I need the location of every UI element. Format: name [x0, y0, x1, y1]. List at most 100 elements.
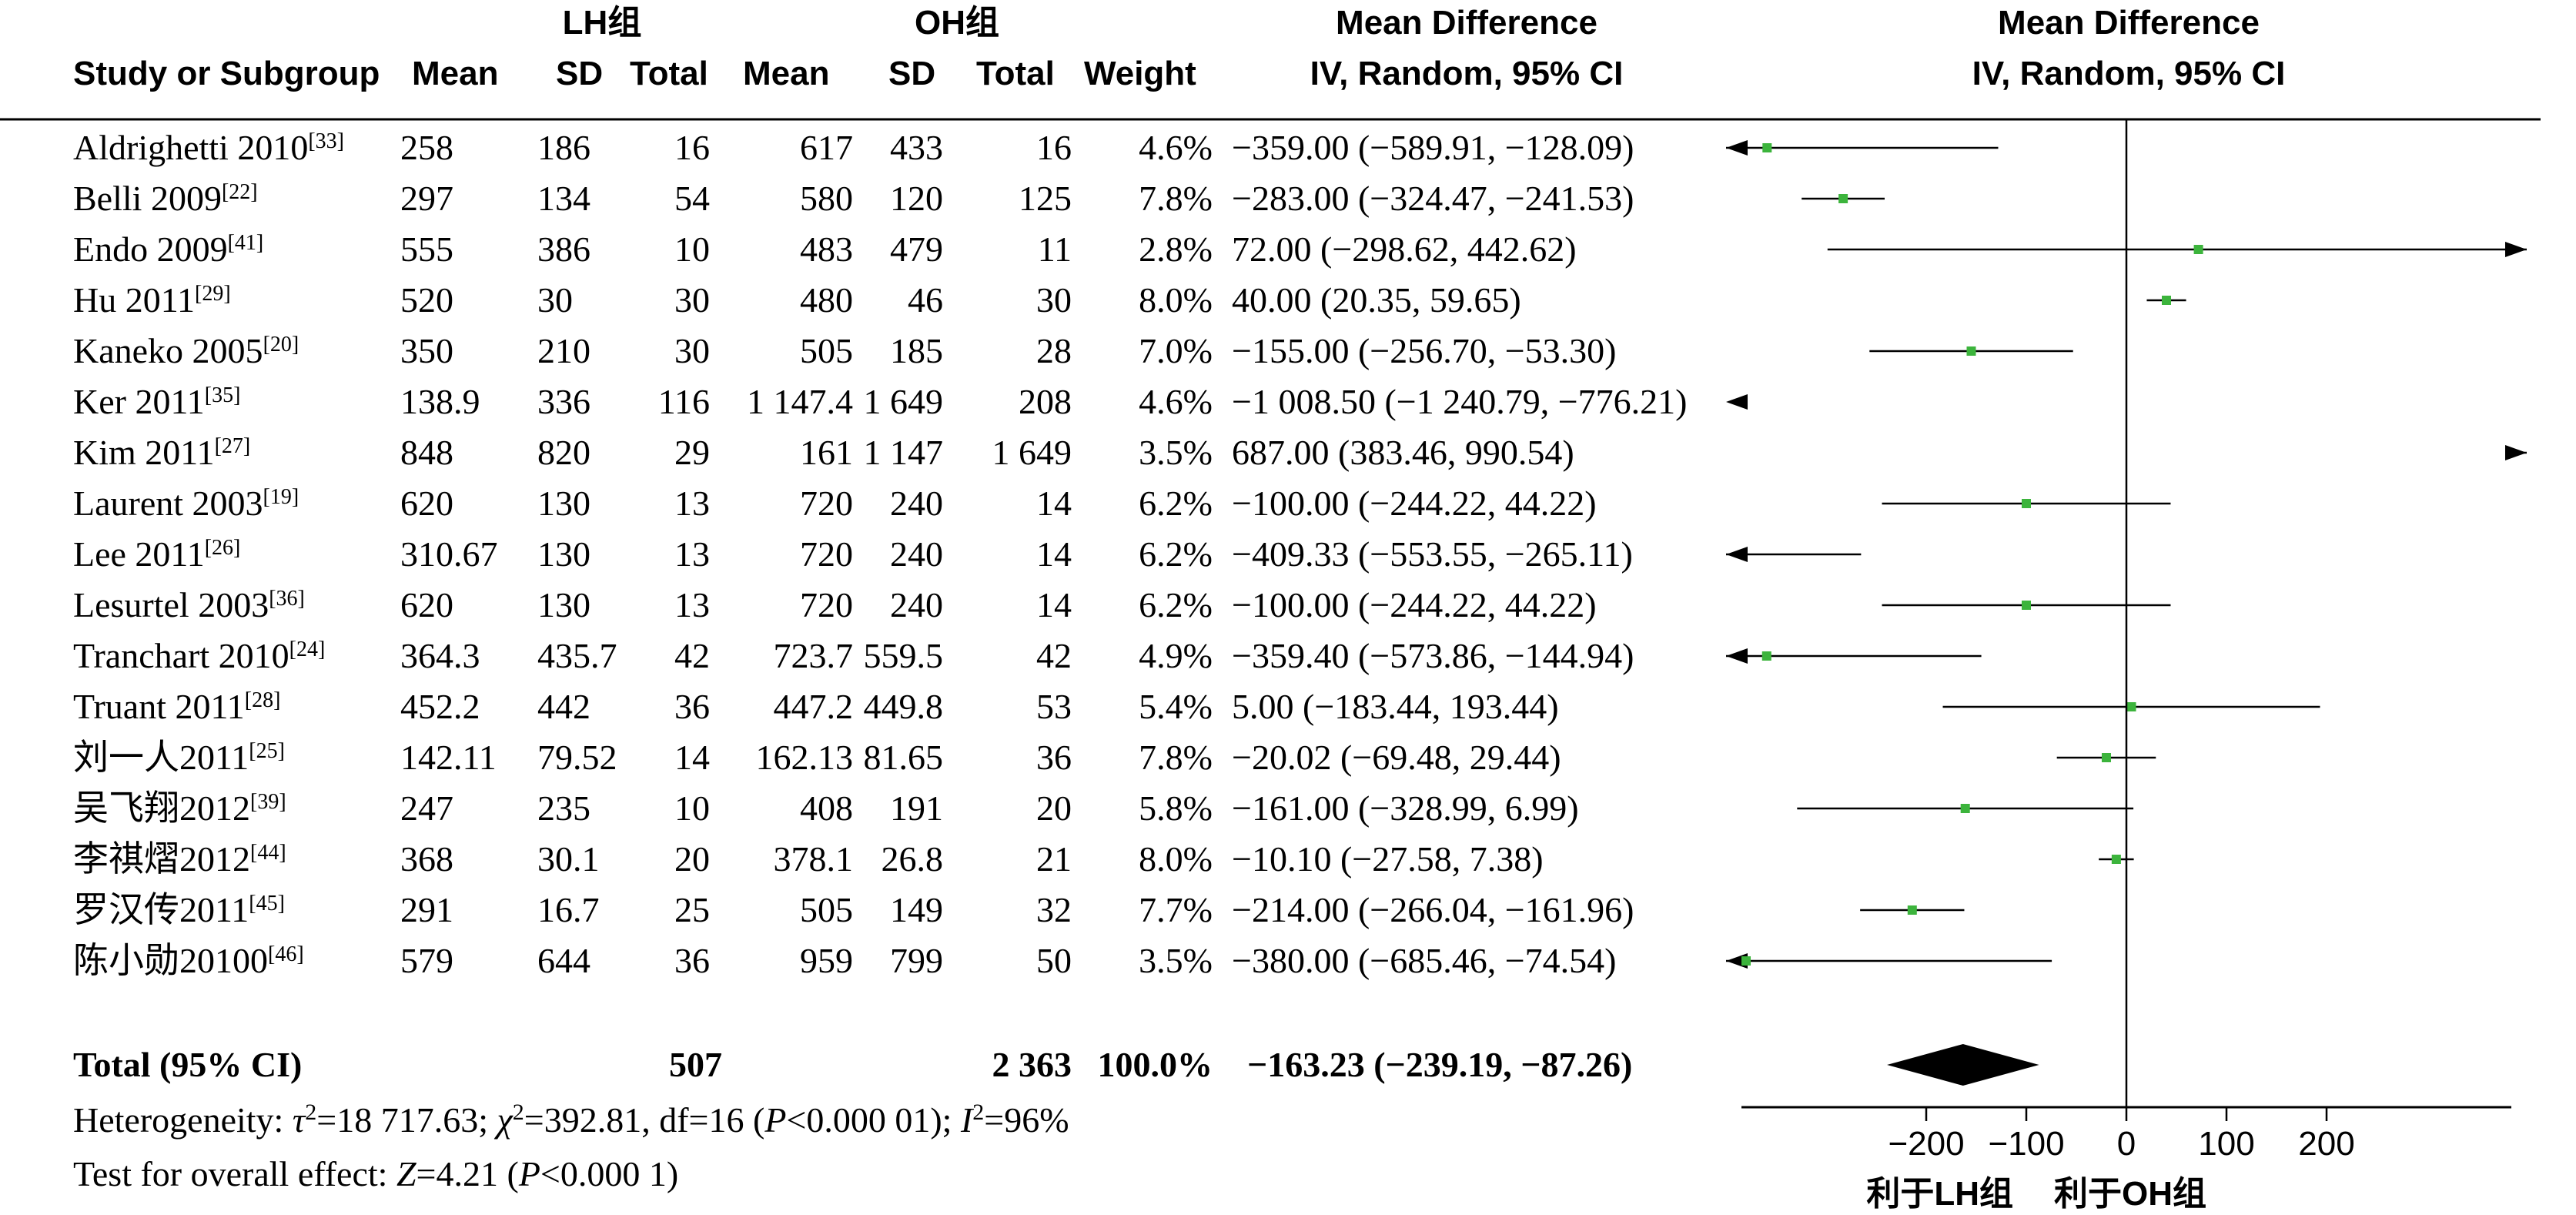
effect-marker — [1907, 905, 1917, 915]
cell-sd1: 210 — [537, 331, 590, 370]
cell-sd2: 26.8 — [882, 839, 944, 879]
study-name: 吴飞翔2012[39] — [73, 788, 286, 828]
cell-sd2: 1 147 — [864, 433, 944, 472]
ci-arrow-right — [2505, 242, 2527, 257]
x-tick-label: −100 — [1988, 1125, 2064, 1163]
cell-weight: 7.8% — [1139, 179, 1213, 218]
cell-ci: 72.00 (−298.62, 442.62) — [1232, 229, 1577, 269]
cell-sd2: 479 — [890, 229, 943, 269]
study-row: 李祺熠2012[44] 368 30.1 20 378.1 26.8 21 8.0% −10.1… — [73, 839, 1544, 879]
cell-mean1: 138.9 — [400, 382, 480, 421]
cell-mean2: 161 — [800, 433, 853, 472]
study-row: Tranchart 2010[24] 364.3 435.7 42 723.7 559.5… — [73, 636, 1634, 675]
study-name: Kim 2011[27] — [73, 433, 250, 472]
cell-total1: 30 — [674, 280, 710, 320]
cell-mean1: 350 — [400, 331, 453, 370]
cell-total2: 14 — [1036, 534, 1072, 574]
cell-weight: 4.6% — [1139, 382, 1213, 421]
total2-column-header: Total — [976, 55, 1055, 92]
effect-marker — [2111, 855, 2121, 864]
cell-total1: 36 — [674, 941, 710, 980]
cell-mean2: 480 — [800, 280, 853, 320]
cell-sd2: 120 — [890, 179, 943, 218]
study-name: Lee 2011[26] — [73, 534, 240, 574]
cell-mean2: 959 — [800, 941, 853, 980]
effect-marker — [2101, 753, 2111, 762]
cell-sd1: 79.52 — [537, 738, 617, 777]
study-reference: [20] — [263, 333, 299, 356]
cell-mean1: 620 — [400, 585, 453, 624]
group2-header: OH组 — [915, 4, 999, 42]
cell-sd1: 386 — [537, 229, 590, 269]
study-row: Kim 2011[27] 848 820 29 161 1 147 1 649 3.5% 687… — [73, 433, 1574, 472]
oe-p-value: <0.000 1) — [540, 1154, 678, 1193]
cell-total1: 14 — [674, 738, 710, 777]
cell-mean1: 310.67 — [400, 534, 498, 574]
cell-sd1: 235 — [537, 788, 590, 828]
cell-weight: 7.8% — [1139, 738, 1213, 777]
cell-weight: 4.9% — [1139, 636, 1213, 675]
cell-total1: 29 — [674, 433, 710, 472]
cell-total2: 53 — [1036, 687, 1072, 726]
cell-mean1: 848 — [400, 433, 453, 472]
study-reference: [19] — [263, 485, 299, 509]
mean2-column-header: Mean — [743, 55, 829, 92]
cell-mean2: 408 — [800, 788, 853, 828]
cell-total1: 10 — [674, 788, 710, 828]
cell-mean1: 579 — [400, 941, 453, 980]
cell-total2: 36 — [1036, 738, 1072, 777]
study-row: Ker 2011[35] 138.9 336 116 1 147.4 1 649 208 4.… — [73, 382, 1687, 421]
study-name: Hu 2011[29] — [73, 280, 231, 320]
study-row: Laurent 2003[19] 620 130 13 720 240 14 6.2% −100… — [73, 484, 1597, 523]
study-name: 陈小勋20100[46] — [73, 941, 304, 980]
group1-header: LH组 — [563, 4, 642, 42]
plot-area — [1726, 119, 2527, 1107]
effect-marker — [1762, 143, 1772, 152]
study-name: Endo 2009[41] — [73, 229, 263, 269]
heterogeneity-text: Heterogeneity: τ2=18 717.63; χ2=392.81, … — [73, 1100, 1069, 1140]
cell-total1: 20 — [674, 839, 710, 879]
cell-ci: −283.00 (−324.47, −241.53) — [1232, 179, 1634, 218]
cell-weight: 5.8% — [1139, 788, 1213, 828]
cell-mean1: 297 — [400, 179, 453, 218]
study-row: Aldrighetti 2010[33] 258 186 16 617 433 16 4.6%… — [73, 128, 1634, 167]
cell-weight: 7.7% — [1139, 890, 1213, 929]
cell-ci: −100.00 (−244.22, 44.22) — [1232, 484, 1597, 523]
effect-marker — [1741, 956, 1751, 966]
cell-mean1: 258 — [400, 128, 453, 167]
cell-total1: 13 — [674, 585, 710, 624]
het-i-value: =96% — [984, 1100, 1069, 1140]
cell-mean2: 483 — [800, 229, 853, 269]
cell-sd1: 30.1 — [537, 839, 600, 879]
cell-sd1: 336 — [537, 382, 590, 421]
cell-total2: 1 649 — [992, 433, 1072, 472]
study-row: 罗汉传2011[45] 291 16.7 25 505 149 32 7.7% −214.00 … — [73, 890, 1634, 929]
cell-weight: 3.5% — [1139, 941, 1213, 980]
het-chi: χ — [494, 1100, 514, 1140]
cell-total1: 30 — [674, 331, 710, 370]
cell-ci: −100.00 (−244.22, 44.22) — [1232, 585, 1597, 624]
cell-total1: 54 — [674, 179, 710, 218]
study-name: Truant 2011[28] — [73, 687, 280, 726]
study-row: Hu 2011[29] 520 30 30 480 46 30 8.0% 40.00 (20.3… — [73, 280, 1521, 320]
cell-mean1: 520 — [400, 280, 453, 320]
cell-mean2: 1 147.4 — [747, 382, 853, 421]
cell-weight: 4.6% — [1139, 128, 1213, 167]
cell-mean2: 723.7 — [774, 636, 854, 675]
het-i: I — [960, 1100, 975, 1140]
study-row: Lee 2011[26] 310.67 130 13 720 240 14 6.2% −409.… — [73, 534, 1633, 574]
cell-total2: 42 — [1036, 636, 1072, 675]
oe-p: P — [518, 1154, 540, 1193]
cell-sd2: 185 — [890, 331, 943, 370]
cell-mean2: 505 — [800, 890, 853, 929]
cell-ci: −214.00 (−266.04, −161.96) — [1232, 890, 1634, 929]
sd1-column-header: SD — [556, 55, 603, 92]
study-name: 刘一人2011[25] — [73, 738, 285, 777]
study-reference: [45] — [249, 892, 285, 915]
cell-sd2: 149 — [890, 890, 943, 929]
cell-sd1: 644 — [537, 941, 590, 980]
total-weight: 100.0% — [1098, 1045, 1213, 1084]
cell-sd1: 186 — [537, 128, 590, 167]
cell-sd2: 191 — [890, 788, 943, 828]
